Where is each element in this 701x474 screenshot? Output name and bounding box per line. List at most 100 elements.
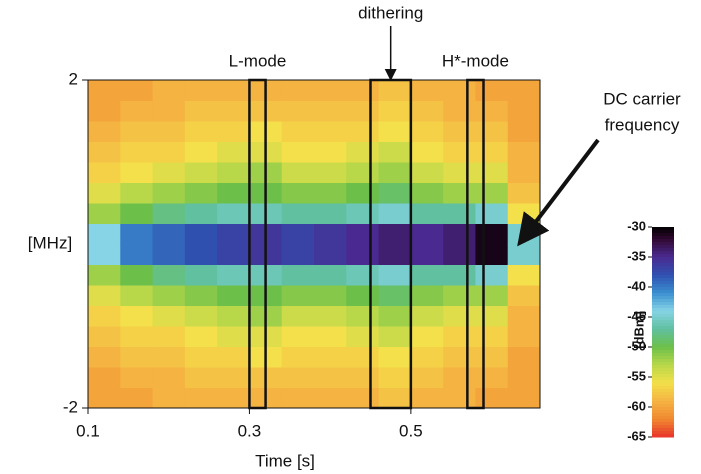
colorbar-segment — [652, 308, 674, 312]
heat-cell — [120, 203, 153, 224]
heat-cell — [185, 265, 218, 286]
heat-cell — [120, 326, 153, 347]
y-axis-label: [MHz] — [28, 233, 72, 252]
heat-cell — [508, 101, 541, 122]
heat-cell — [379, 265, 412, 286]
heat-cell — [314, 367, 347, 388]
heat-cell — [443, 203, 476, 224]
heat-cell — [314, 265, 347, 286]
heat-cell — [88, 265, 121, 286]
colorbar-segment — [652, 389, 674, 393]
colorbar-segment — [652, 413, 674, 417]
heat-cell — [314, 121, 347, 142]
heat-cell — [346, 326, 379, 347]
heat-cell — [314, 244, 347, 265]
heat-cell — [88, 183, 121, 204]
annotation-line: frequency — [605, 115, 680, 134]
heat-cell — [217, 162, 250, 183]
heat-cell — [475, 203, 508, 224]
heat-cell — [120, 224, 153, 245]
colorbar-segment — [652, 236, 674, 240]
colorbar-segment — [652, 377, 674, 381]
heat-cell — [346, 162, 379, 183]
colorbar-segment — [652, 281, 674, 285]
heat-cell — [411, 203, 444, 224]
heat-cell — [508, 162, 541, 183]
heat-cell — [282, 306, 315, 327]
colorbar-segment — [652, 260, 674, 264]
heat-cell — [411, 347, 444, 368]
colorbar-segment — [652, 242, 674, 246]
heat-cell — [443, 367, 476, 388]
colorbar-segment — [652, 305, 674, 309]
heat-cell — [508, 142, 541, 163]
heat-cell — [120, 121, 153, 142]
heat-cell — [217, 367, 250, 388]
heat-cell — [282, 80, 315, 101]
heat-cell — [346, 203, 379, 224]
heat-cell — [508, 347, 541, 368]
heat-cell — [314, 142, 347, 163]
x-axis-label: Time [s] — [255, 451, 315, 470]
colorbar-segment — [652, 326, 674, 330]
heat-cell — [217, 306, 250, 327]
heat-cell — [314, 162, 347, 183]
heat-cell — [120, 388, 153, 409]
heat-cell — [120, 367, 153, 388]
heat-cell — [282, 203, 315, 224]
heat-cell — [282, 265, 315, 286]
heat-cell — [379, 388, 412, 409]
colorbar-segment — [652, 329, 674, 333]
heat-cell — [282, 121, 315, 142]
colorbar-segment — [652, 335, 674, 339]
colorbar-segment — [652, 416, 674, 420]
heat-cell — [508, 183, 541, 204]
colorbar-segment — [652, 275, 674, 279]
heat-cell — [346, 388, 379, 409]
heat-cell — [314, 183, 347, 204]
heat-cell — [411, 244, 444, 265]
heat-cell — [379, 244, 412, 265]
heat-cell — [411, 101, 444, 122]
heat-cell — [120, 101, 153, 122]
heat-cell — [217, 326, 250, 347]
heat-cell — [475, 224, 508, 245]
colorbar-segment — [652, 380, 674, 384]
heat-cell — [217, 224, 250, 245]
colorbar-segment — [652, 314, 674, 318]
heat-cell — [88, 285, 121, 306]
heat-cell — [443, 224, 476, 245]
colorbar-tick-label: -35 — [627, 248, 646, 263]
heat-cell — [508, 306, 541, 327]
heat-cell — [153, 80, 186, 101]
heat-cell — [475, 388, 508, 409]
colorbar-segment — [652, 251, 674, 255]
heat-cell — [443, 183, 476, 204]
heat-cell — [379, 224, 412, 245]
heat-cell — [153, 265, 186, 286]
colorbar-segment — [652, 362, 674, 366]
colorbar-segment — [652, 404, 674, 408]
heat-cell — [185, 326, 218, 347]
colorbar-tick-label: -60 — [627, 398, 646, 413]
colorbar-segment — [652, 266, 674, 270]
heat-cell — [411, 265, 444, 286]
colorbar-tick-label: -50 — [627, 338, 646, 353]
heat-cell — [443, 265, 476, 286]
heat-cell — [443, 142, 476, 163]
heat-cell — [379, 203, 412, 224]
heat-cell — [120, 244, 153, 265]
heat-cell — [282, 224, 315, 245]
heat-cell — [346, 101, 379, 122]
heat-cell — [153, 121, 186, 142]
x-tick-label: 0.1 — [76, 421, 100, 440]
colorbar-segment — [652, 344, 674, 348]
heat-cell — [88, 142, 121, 163]
heat-cell — [282, 367, 315, 388]
colorbar-segment — [652, 299, 674, 303]
colorbar-segment — [652, 278, 674, 282]
heat-cell — [88, 388, 121, 409]
heat-cell — [346, 183, 379, 204]
heat-cell — [508, 121, 541, 142]
